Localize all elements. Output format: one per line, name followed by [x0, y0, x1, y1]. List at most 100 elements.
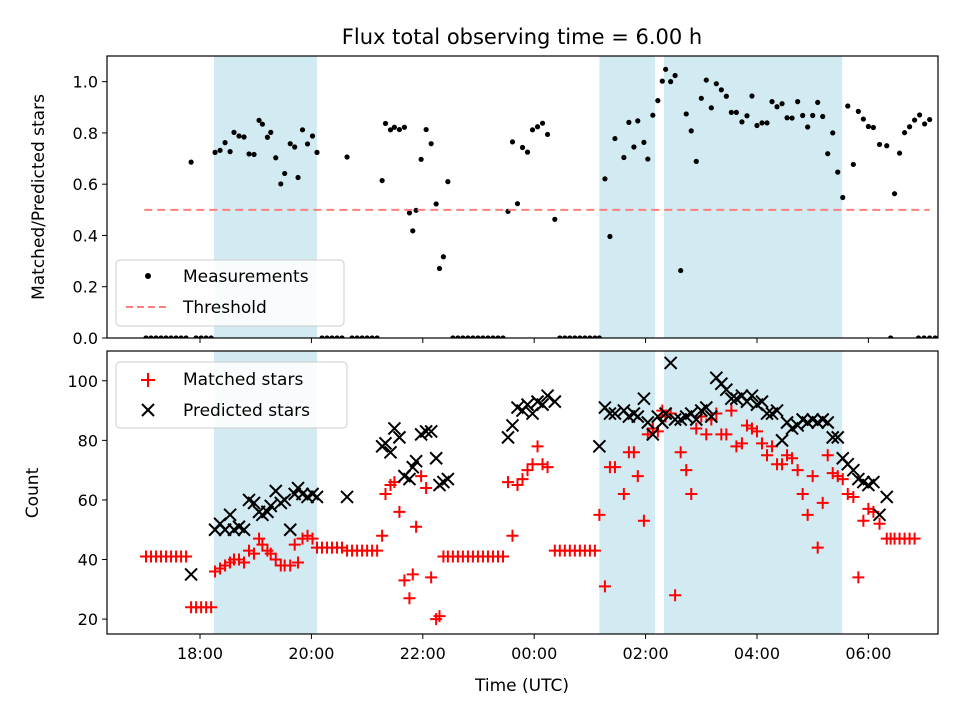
predicted-star-point: [310, 490, 324, 504]
matched-star-point: [821, 449, 834, 462]
matched-star-point: [847, 490, 860, 503]
measurement-point: [641, 139, 647, 145]
measurement-point: [450, 335, 456, 338]
ratio-legend: Measurements Threshold: [115, 259, 345, 327]
y-tick-label: 0.4: [73, 226, 98, 245]
measurement-point: [688, 128, 694, 134]
predicted-star-point: [646, 427, 660, 442]
matched-star-point: [781, 449, 794, 462]
measurement-point: [850, 161, 856, 168]
measurement-point: [339, 335, 345, 338]
y-tick-label: 0.8: [73, 124, 98, 143]
predicted-star-point: [704, 409, 719, 424]
measurement-point: [304, 141, 311, 147]
measurement-point: [480, 335, 486, 338]
predicted-star-point: [655, 415, 670, 430]
ratio-legend-box: [115, 259, 345, 327]
measurement-point: [572, 335, 578, 338]
matched-star-point: [511, 479, 524, 492]
measurement-point: [227, 149, 233, 155]
matched-star-point: [526, 458, 539, 471]
matched-star-point: [745, 422, 758, 435]
predicted-star-point: [760, 406, 774, 421]
measurement-point: [635, 118, 641, 124]
measurement-point: [718, 87, 724, 93]
matched-star-point: [908, 532, 921, 545]
count-legend: Matched stars Predicted stars: [115, 361, 348, 429]
measurement-point: [379, 177, 385, 184]
measurement-point: [693, 158, 699, 164]
measurement-point: [728, 109, 734, 115]
count-legend-box: [115, 361, 348, 429]
measurement-point: [193, 335, 199, 338]
matched-star-point: [420, 482, 433, 495]
matched-star-point: [816, 496, 829, 509]
matched-star-point: [669, 589, 682, 602]
measurement-point: [359, 335, 365, 338]
measurement-point: [557, 335, 563, 338]
measurement-point: [672, 72, 678, 79]
matched-star-point: [690, 422, 703, 435]
predicted-star-point: [651, 409, 665, 424]
measurement-point: [582, 335, 588, 338]
matched-star-point: [264, 547, 277, 560]
matched-star-point: [306, 532, 319, 545]
measurement-point: [800, 112, 806, 119]
matched-star-point: [791, 464, 804, 477]
matched-star-point: [233, 553, 246, 566]
measurement-point: [344, 154, 350, 160]
matched-star-point: [521, 464, 534, 477]
matched-star-point: [516, 473, 529, 486]
y-tick-label: 0.0: [73, 329, 98, 348]
matched-star-point: [425, 571, 438, 584]
measurement-point: [500, 335, 506, 338]
chart-title: Flux total observing time = 6.00 h: [342, 25, 702, 49]
predicted-star-point: [378, 436, 393, 451]
predicted-star-point: [520, 397, 535, 412]
predicted-star-point: [658, 406, 673, 421]
measurement-point: [470, 335, 476, 338]
predicted-star-point: [247, 496, 261, 510]
matched-star-point: [637, 514, 650, 527]
matched-star-point: [371, 544, 384, 557]
measurement-point: [825, 151, 831, 157]
ratio-panel: 0.0 0.2 0.4 0.6 0.8 1.0 Matched/Predicted sta…: [29, 55, 939, 348]
matched-star-point: [730, 440, 743, 453]
measurement-point: [251, 151, 257, 158]
matched-star-point: [801, 508, 814, 521]
measurement-point: [222, 140, 228, 146]
measurement-point: [495, 335, 501, 338]
measurement-point: [391, 124, 397, 130]
legend-measurements-marker: [145, 273, 151, 279]
matched-star-point: [403, 592, 416, 605]
matched-star-point: [735, 437, 748, 450]
measurement-point: [364, 335, 370, 338]
measurement-point: [143, 335, 149, 338]
measurement-point: [369, 335, 375, 338]
measurement-point: [870, 124, 876, 131]
measurement-point: [485, 335, 491, 338]
measurement-point: [433, 201, 439, 207]
measurement-point: [922, 121, 928, 127]
matched-star-point: [238, 556, 251, 569]
measurement-point: [198, 335, 204, 338]
measurement-point: [820, 113, 826, 120]
predicted-star-point: [846, 463, 861, 477]
predicted-star-point: [505, 418, 520, 433]
matched-star-point: [598, 580, 611, 593]
measurement-point: [678, 267, 684, 274]
matched-star-point: [608, 461, 621, 474]
x-tick-label: 00:00: [511, 644, 557, 663]
measurement-point: [329, 335, 335, 338]
matched-star-point: [811, 541, 824, 554]
measurement-point: [544, 131, 551, 138]
matched-star-point: [796, 487, 809, 500]
matched-star-point: [857, 514, 870, 527]
measurement-point: [314, 149, 320, 155]
measurement-point: [259, 121, 265, 127]
matched-star-point: [831, 470, 844, 483]
measurement-point: [282, 170, 288, 177]
measurement-point: [774, 104, 780, 110]
measurement-point: [927, 335, 933, 338]
measurement-point: [241, 134, 247, 140]
